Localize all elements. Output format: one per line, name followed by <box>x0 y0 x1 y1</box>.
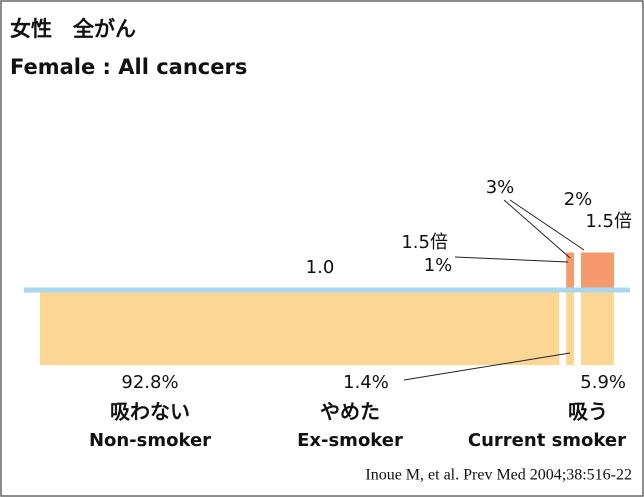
category-label: 吸う <box>568 400 608 424</box>
category-label: 吸わない <box>110 400 190 424</box>
excess-bar <box>566 252 574 290</box>
attributable-label: 1% <box>424 255 453 276</box>
bar <box>580 290 614 365</box>
total-attributable-label: 3% <box>486 177 515 198</box>
source: Inoue M, et al. Prev Med 2004;38:516-22 <box>365 467 632 484</box>
leader-line <box>403 352 571 381</box>
leader-line <box>509 199 585 251</box>
value-label: 1.0 <box>306 257 335 278</box>
category-label-en: Ex-smoker <box>297 430 403 451</box>
category-label-en: Current smoker <box>468 430 626 451</box>
excess-bar <box>580 252 614 290</box>
share-label: 5.9% <box>580 372 626 393</box>
value-label: 1.5倍 <box>401 232 448 253</box>
bar <box>40 290 560 365</box>
value-label: 1.5倍 <box>585 211 632 232</box>
category-label: やめた <box>320 400 380 424</box>
leader-line <box>454 256 569 263</box>
bar <box>566 290 574 365</box>
chart-title: 女性 全がん <box>10 17 136 41</box>
share-label: 92.8% <box>121 372 178 393</box>
attributable-label: 2% <box>564 189 593 210</box>
category-label-en: Non-smoker <box>89 430 211 451</box>
share-label: 1.4% <box>343 372 389 393</box>
leader-line <box>503 199 571 259</box>
chart-subtitle: Female : All cancers <box>10 55 247 79</box>
